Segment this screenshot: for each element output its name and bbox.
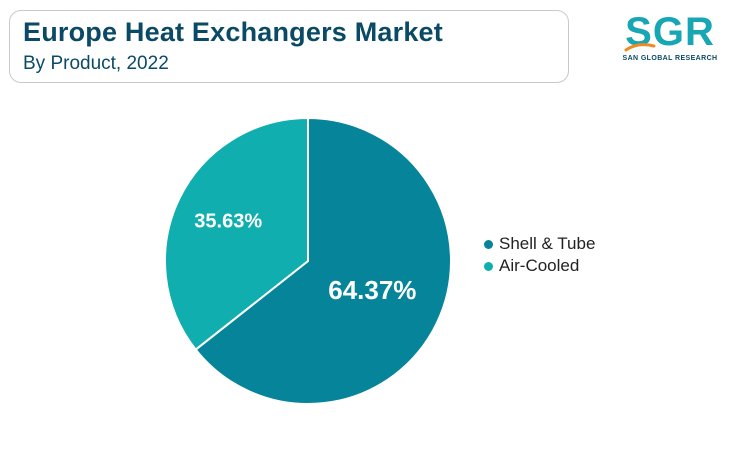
- chart-subtitle: By Product, 2022: [23, 53, 169, 74]
- logo-text: SGR: [625, 10, 715, 54]
- legend-label-air-cooled: Air-Cooled: [499, 256, 580, 275]
- legend-item-air-cooled: Air-Cooled: [484, 255, 595, 277]
- sgr-logo: SGR SAN GLOBAL RESEARCH: [620, 10, 720, 65]
- pie-slice-shell-tube: [194, 116, 452, 405]
- pie-slice-air-cooled: [164, 116, 309, 351]
- pie-label-shell-tube: 64.37%: [328, 275, 416, 305]
- chart-title: Europe Heat Exchangers Market: [23, 17, 443, 47]
- title-box: Europe Heat Exchangers Market By Product…: [9, 10, 569, 83]
- legend-label-shell-tube: Shell & Tube: [499, 234, 596, 253]
- legend-item-shell-tube: Shell & Tube: [484, 233, 595, 255]
- legend-swatch-shell-tube: [484, 239, 493, 249]
- pie-label-air-cooled: 35.63%: [194, 211, 262, 233]
- legend-swatch-air-cooled: [484, 261, 493, 271]
- logo-subtext: SAN GLOBAL RESEARCH: [622, 55, 718, 62]
- legend: Shell & Tube Air-Cooled: [484, 233, 595, 277]
- logo-swoosh-icon: [624, 43, 656, 52]
